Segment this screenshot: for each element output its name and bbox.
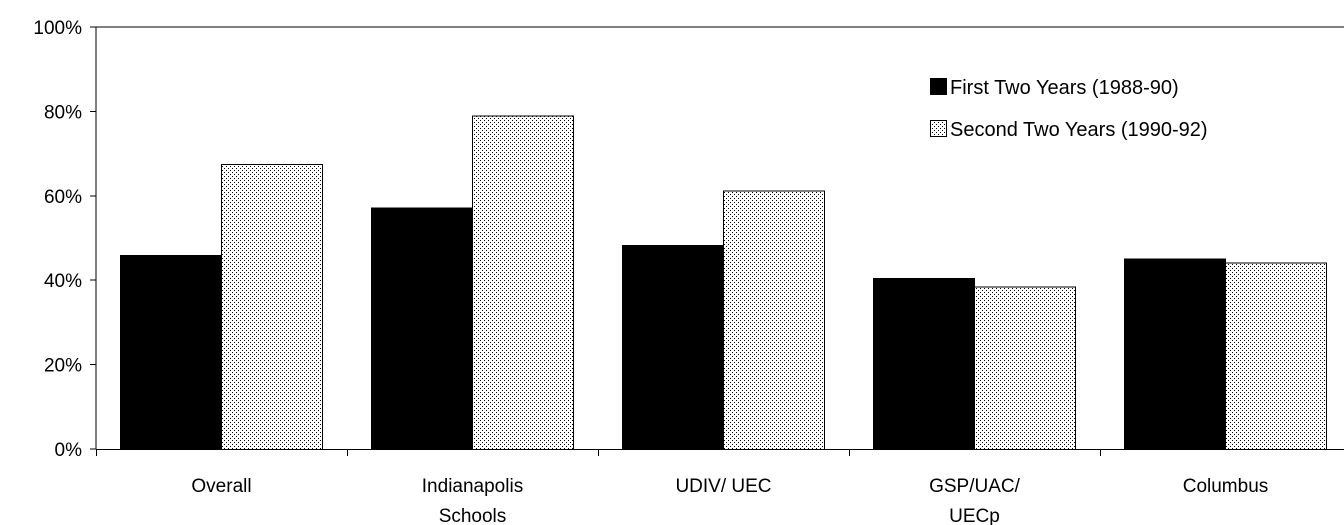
x-tick-label: GSP/UAC/UECp — [929, 476, 1021, 525]
legend-swatch — [930, 78, 947, 95]
legend-label: First Two Years (1988-90) — [950, 77, 1179, 99]
legend: First Two Years (1988-90) Second Two Year… — [930, 77, 1208, 141]
bar-first-two-years — [1124, 258, 1226, 451]
y-axis: 0% 20% 40% 60% 80% 100% — [33, 18, 1344, 461]
y-tick-label: 40% — [44, 271, 82, 292]
bar-first-two-years — [622, 245, 724, 450]
x-tick-label: UDIV/ UEC — [675, 476, 771, 497]
y-tick-label: 100% — [33, 18, 82, 39]
bar-second-two-years — [221, 164, 323, 450]
x-tick-label: Columbus — [1183, 476, 1269, 497]
y-tick-label: 20% — [44, 356, 82, 377]
bar-second-two-years — [974, 286, 1076, 450]
bars — [120, 115, 1327, 451]
bar-second-two-years — [1225, 262, 1327, 451]
bar-first-two-years — [120, 254, 222, 450]
y-tick-label: 80% — [44, 102, 82, 123]
legend-swatch — [930, 120, 947, 137]
legend-label: Second Two Years (1990-92) — [950, 119, 1208, 141]
bar-second-two-years — [723, 190, 825, 450]
x-axis: Overall Indianapolis Schools UDIV/ UEC GSP/U… — [96, 449, 1344, 525]
x-tick-label: Indianapolis Schools — [422, 476, 523, 525]
x-tick-label: Overall — [191, 476, 251, 497]
y-tick-label: 0% — [55, 440, 83, 461]
y-tick-label: 60% — [44, 187, 82, 208]
bar-first-two-years — [873, 278, 975, 450]
bar-second-two-years — [472, 115, 574, 451]
bar-first-two-years — [371, 207, 473, 450]
